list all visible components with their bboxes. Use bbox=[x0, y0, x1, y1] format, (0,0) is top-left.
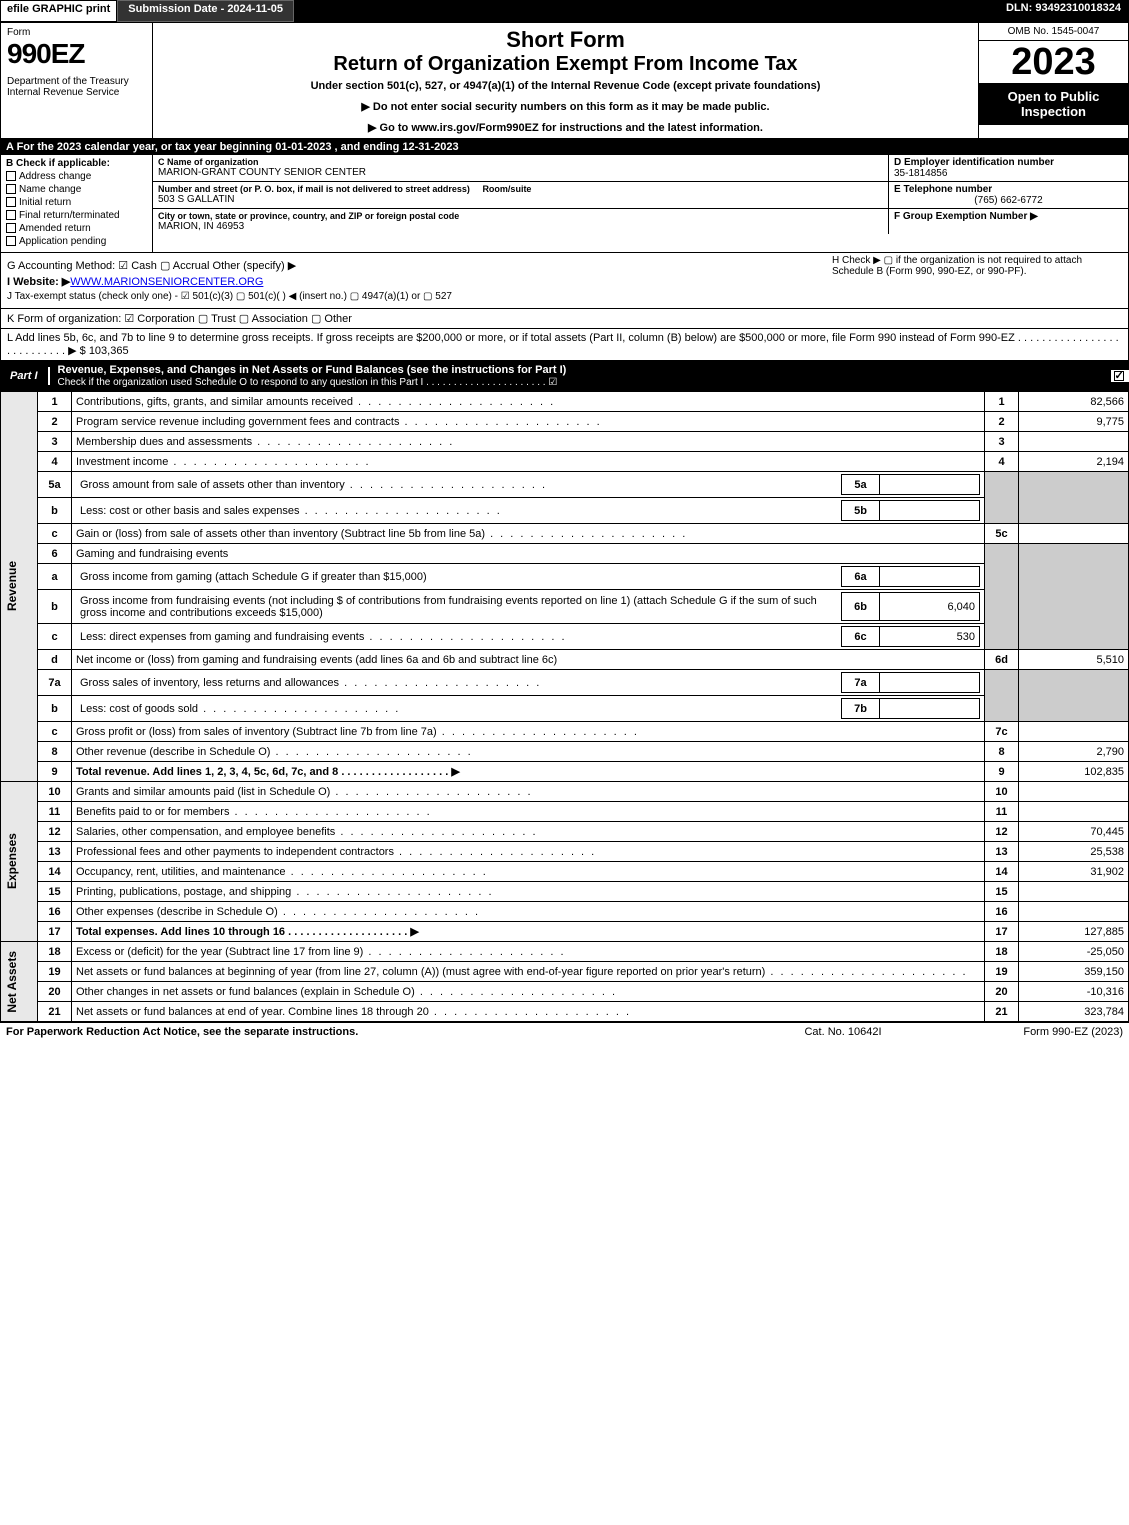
submission-date: Submission Date - 2024-11-05 bbox=[117, 0, 294, 22]
chk-initial-return[interactable]: Initial return bbox=[6, 197, 147, 208]
line-5a: 5aGross amount from sale of assets other… bbox=[1, 472, 1129, 498]
line-15: 15Printing, publications, postage, and s… bbox=[1, 882, 1129, 902]
form-title: Return of Organization Exempt From Incom… bbox=[161, 53, 970, 76]
instructions-link[interactable]: ▶ Go to www.irs.gov/Form990EZ for instru… bbox=[161, 121, 970, 134]
line-18: Net Assets 18Excess or (deficit) for the… bbox=[1, 942, 1129, 962]
department-label: Department of the Treasury Internal Reve… bbox=[7, 76, 146, 98]
c-label: C Name of organization bbox=[158, 157, 883, 167]
line-7b: bLess: cost of goods sold7b bbox=[1, 696, 1129, 722]
lines-table: Revenue 1Contributions, gifts, grants, a… bbox=[0, 391, 1129, 1022]
line-1: Revenue 1Contributions, gifts, grants, a… bbox=[1, 392, 1129, 412]
line-5c: cGain or (loss) from sale of assets othe… bbox=[1, 524, 1129, 544]
section-bcdef: B Check if applicable: Address change Na… bbox=[0, 155, 1129, 253]
line-6b: bGross income from fundraising events (n… bbox=[1, 590, 1129, 624]
city-value: MARION, IN 46953 bbox=[158, 221, 883, 232]
line-4: 4Investment income42,194 bbox=[1, 452, 1129, 472]
column-b-checkboxes: B Check if applicable: Address change Na… bbox=[1, 155, 153, 252]
short-form-title: Short Form bbox=[161, 27, 970, 53]
i-label: I Website: ▶ bbox=[7, 276, 70, 288]
top-bar: efile GRAPHIC print Submission Date - 20… bbox=[0, 0, 1129, 22]
line-7a: 7aGross sales of inventory, less returns… bbox=[1, 670, 1129, 696]
form-header: Form 990EZ Department of the Treasury In… bbox=[0, 22, 1129, 139]
j-tax-exempt: J Tax-exempt status (check only one) - ☑… bbox=[7, 291, 1122, 302]
part-1-header: Part I Revenue, Expenses, and Changes in… bbox=[0, 361, 1129, 391]
line-2: 2Program service revenue including gover… bbox=[1, 412, 1129, 432]
line-3: 3Membership dues and assessments3 bbox=[1, 432, 1129, 452]
part-1-title: Revenue, Expenses, and Changes in Net As… bbox=[58, 364, 567, 376]
line-10: Expenses 10Grants and similar amounts pa… bbox=[1, 782, 1129, 802]
line-17: 17Total expenses. Add lines 10 through 1… bbox=[1, 922, 1129, 942]
chk-name-change[interactable]: Name change bbox=[6, 184, 147, 195]
line-13: 13Professional fees and other payments t… bbox=[1, 842, 1129, 862]
chk-address-change[interactable]: Address change bbox=[6, 171, 147, 182]
part-1-check-o: Check if the organization used Schedule … bbox=[58, 377, 558, 388]
expenses-label: Expenses bbox=[5, 833, 19, 889]
phone-value: (765) 662-6772 bbox=[894, 195, 1123, 206]
line-5b: bLess: cost or other basis and sales exp… bbox=[1, 498, 1129, 524]
col-b-header: B Check if applicable: bbox=[6, 158, 147, 169]
revenue-label: Revenue bbox=[5, 561, 19, 611]
ein-value: 35-1814856 bbox=[894, 168, 1123, 179]
page-footer: For Paperwork Reduction Act Notice, see … bbox=[0, 1022, 1129, 1041]
efile-print-button[interactable]: efile GRAPHIC print bbox=[0, 0, 117, 22]
h-note: H Check ▶ ▢ if the organization is not r… bbox=[832, 255, 1122, 277]
chk-final-return[interactable]: Final return/terminated bbox=[6, 210, 147, 221]
schedule-o-checkbox[interactable] bbox=[1111, 370, 1129, 382]
omb-number: OMB No. 1545-0047 bbox=[979, 23, 1128, 41]
d-label: D Employer identification number bbox=[894, 157, 1123, 168]
website-link[interactable]: WWW.MARIONSENIORCENTER.ORG bbox=[70, 276, 263, 288]
line-12: 12Salaries, other compensation, and empl… bbox=[1, 822, 1129, 842]
footer-cat-no: Cat. No. 10642I bbox=[763, 1026, 923, 1038]
net-assets-label: Net Assets bbox=[5, 951, 19, 1013]
chk-amended-return[interactable]: Amended return bbox=[6, 223, 147, 234]
line-6c: cLess: direct expenses from gaming and f… bbox=[1, 624, 1129, 650]
row-a-tax-year: A For the 2023 calendar year, or tax yea… bbox=[0, 139, 1129, 155]
ssn-warning: ▶ Do not enter social security numbers o… bbox=[161, 100, 970, 113]
line-7c: cGross profit or (loss) from sales of in… bbox=[1, 722, 1129, 742]
footer-form-id: Form 990-EZ (2023) bbox=[923, 1026, 1123, 1038]
dln-number: DLN: 93492310018324 bbox=[998, 0, 1129, 22]
line-19: 19Net assets or fund balances at beginni… bbox=[1, 962, 1129, 982]
line-6a: aGross income from gaming (attach Schedu… bbox=[1, 564, 1129, 590]
line-16: 16Other expenses (describe in Schedule O… bbox=[1, 902, 1129, 922]
line-11: 11Benefits paid to or for members11 bbox=[1, 802, 1129, 822]
section-ghij: H Check ▶ ▢ if the organization is not r… bbox=[0, 253, 1129, 309]
line-6d: dNet income or (loss) from gaming and fu… bbox=[1, 650, 1129, 670]
open-to-public: Open to Public Inspection bbox=[979, 83, 1128, 125]
org-name: MARION-GRANT COUNTY SENIOR CENTER bbox=[158, 167, 883, 178]
line-8: 8Other revenue (describe in Schedule O)8… bbox=[1, 742, 1129, 762]
form-label: Form bbox=[7, 27, 146, 38]
line-20: 20Other changes in net assets or fund ba… bbox=[1, 982, 1129, 1002]
form-number: 990EZ bbox=[7, 38, 146, 70]
line-6: 6Gaming and fundraising events bbox=[1, 544, 1129, 564]
line-21: 21Net assets or fund balances at end of … bbox=[1, 1002, 1129, 1022]
street-value: 503 S GALLATIN bbox=[158, 194, 883, 205]
street-label: Number and street (or P. O. box, if mail… bbox=[158, 184, 470, 194]
line-9: 9Total revenue. Add lines 1, 2, 3, 4, 5c… bbox=[1, 762, 1129, 782]
chk-application-pending[interactable]: Application pending bbox=[6, 236, 147, 247]
footer-paperwork: For Paperwork Reduction Act Notice, see … bbox=[6, 1026, 763, 1038]
k-form-of-org: K Form of organization: ☑ Corporation ▢ … bbox=[0, 309, 1129, 329]
l-gross-receipts: L Add lines 5b, 6c, and 7b to line 9 to … bbox=[0, 329, 1129, 361]
form-subtitle: Under section 501(c), 527, or 4947(a)(1)… bbox=[161, 80, 970, 92]
part-1-label: Part I bbox=[0, 367, 50, 385]
room-label: Room/suite bbox=[482, 184, 531, 194]
line-14: 14Occupancy, rent, utilities, and mainte… bbox=[1, 862, 1129, 882]
tax-year: 2023 bbox=[979, 41, 1128, 83]
city-label: City or town, state or province, country… bbox=[158, 211, 883, 221]
e-label: E Telephone number bbox=[894, 184, 1123, 195]
f-label: F Group Exemption Number ▶ bbox=[894, 211, 1123, 222]
